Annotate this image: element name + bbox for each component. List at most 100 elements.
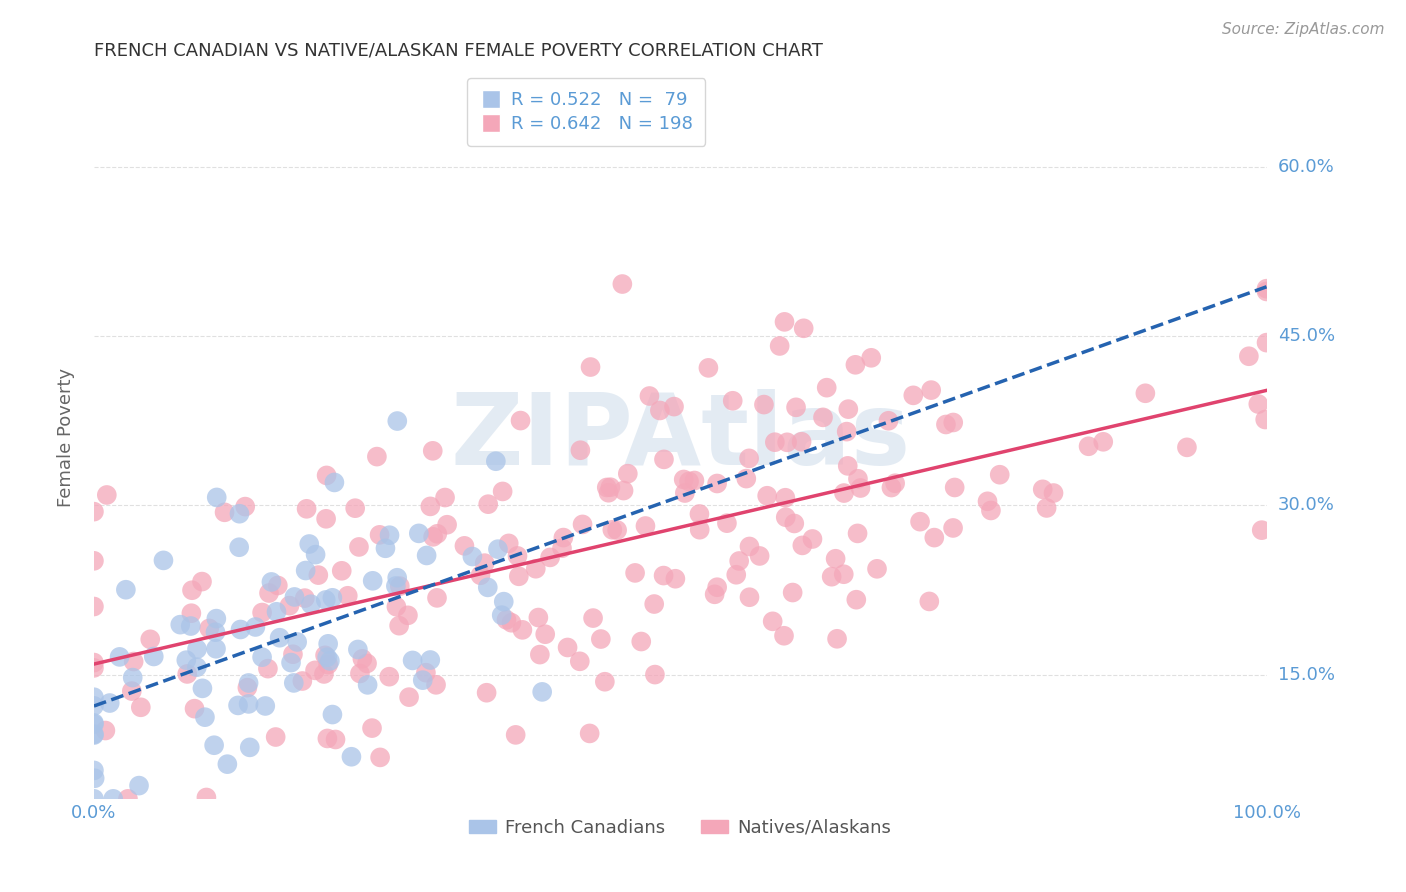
Text: ZIPAtlas: ZIPAtlas	[450, 389, 910, 486]
Point	[323, 475, 346, 490]
Point	[316, 637, 339, 651]
Point	[434, 491, 457, 505]
Point	[492, 594, 515, 608]
Point	[352, 652, 374, 666]
Point	[183, 701, 205, 715]
Point	[174, 653, 197, 667]
Point	[866, 562, 889, 576]
Point	[387, 571, 409, 585]
Point	[108, 649, 131, 664]
Point	[425, 678, 447, 692]
Point	[1250, 523, 1272, 537]
Point	[908, 515, 931, 529]
Point	[491, 484, 513, 499]
Point	[470, 568, 492, 582]
Point	[83, 728, 105, 742]
Point	[846, 472, 869, 486]
Point	[278, 599, 301, 613]
Point	[579, 359, 602, 374]
Point	[266, 605, 288, 619]
Point	[728, 554, 751, 568]
Point	[415, 665, 437, 680]
Point	[495, 613, 517, 627]
Point	[835, 425, 858, 439]
Point	[485, 454, 508, 468]
Point	[245, 620, 267, 634]
Point	[83, 764, 105, 778]
Point	[238, 676, 260, 690]
Point	[129, 700, 152, 714]
Point	[281, 647, 304, 661]
Point	[422, 530, 444, 544]
Point	[602, 523, 624, 537]
Point	[935, 417, 957, 432]
Text: 30.0%: 30.0%	[1278, 497, 1334, 515]
Point	[706, 580, 728, 594]
Point	[672, 473, 695, 487]
Point	[347, 642, 370, 657]
Point	[508, 569, 530, 583]
Point	[217, 757, 239, 772]
Point	[321, 707, 343, 722]
Point	[321, 591, 343, 605]
Point	[1175, 441, 1198, 455]
Point	[1247, 397, 1270, 411]
Point	[498, 536, 520, 550]
Point	[648, 403, 671, 417]
Point	[664, 572, 686, 586]
Point	[291, 673, 314, 688]
Point	[387, 414, 409, 428]
Point	[191, 574, 214, 589]
Point	[361, 721, 384, 735]
Point	[236, 681, 259, 695]
Point	[652, 452, 675, 467]
Point	[531, 685, 554, 699]
Point	[205, 612, 228, 626]
Point	[83, 690, 105, 705]
Point	[264, 730, 287, 744]
Point	[738, 540, 761, 554]
Point	[569, 443, 592, 458]
Point	[169, 617, 191, 632]
Point	[233, 500, 256, 514]
Point	[304, 664, 326, 678]
Point	[117, 792, 139, 806]
Point	[793, 321, 815, 335]
Point	[238, 697, 260, 711]
Point	[204, 625, 226, 640]
Point	[1092, 434, 1115, 449]
Point	[593, 674, 616, 689]
Point	[529, 648, 551, 662]
Point	[845, 592, 868, 607]
Point	[748, 549, 770, 563]
Point	[606, 523, 628, 537]
Point	[716, 516, 738, 531]
Point	[356, 657, 378, 671]
Point	[678, 475, 700, 489]
Point	[942, 521, 965, 535]
Point	[769, 339, 792, 353]
Point	[630, 634, 652, 648]
Point	[315, 468, 337, 483]
Point	[257, 586, 280, 600]
Point	[1077, 439, 1099, 453]
Point	[801, 532, 824, 546]
Point	[295, 501, 318, 516]
Point	[83, 717, 105, 731]
Point	[644, 667, 666, 681]
Point	[336, 589, 359, 603]
Point	[139, 632, 162, 647]
Point	[426, 591, 449, 605]
Point	[849, 481, 872, 495]
Point	[582, 611, 605, 625]
Point	[103, 792, 125, 806]
Point	[790, 434, 813, 449]
Point	[735, 472, 758, 486]
Point	[943, 480, 966, 494]
Point	[643, 597, 665, 611]
Point	[877, 414, 900, 428]
Point	[752, 398, 775, 412]
Point	[706, 476, 728, 491]
Point	[825, 632, 848, 646]
Point	[408, 526, 430, 541]
